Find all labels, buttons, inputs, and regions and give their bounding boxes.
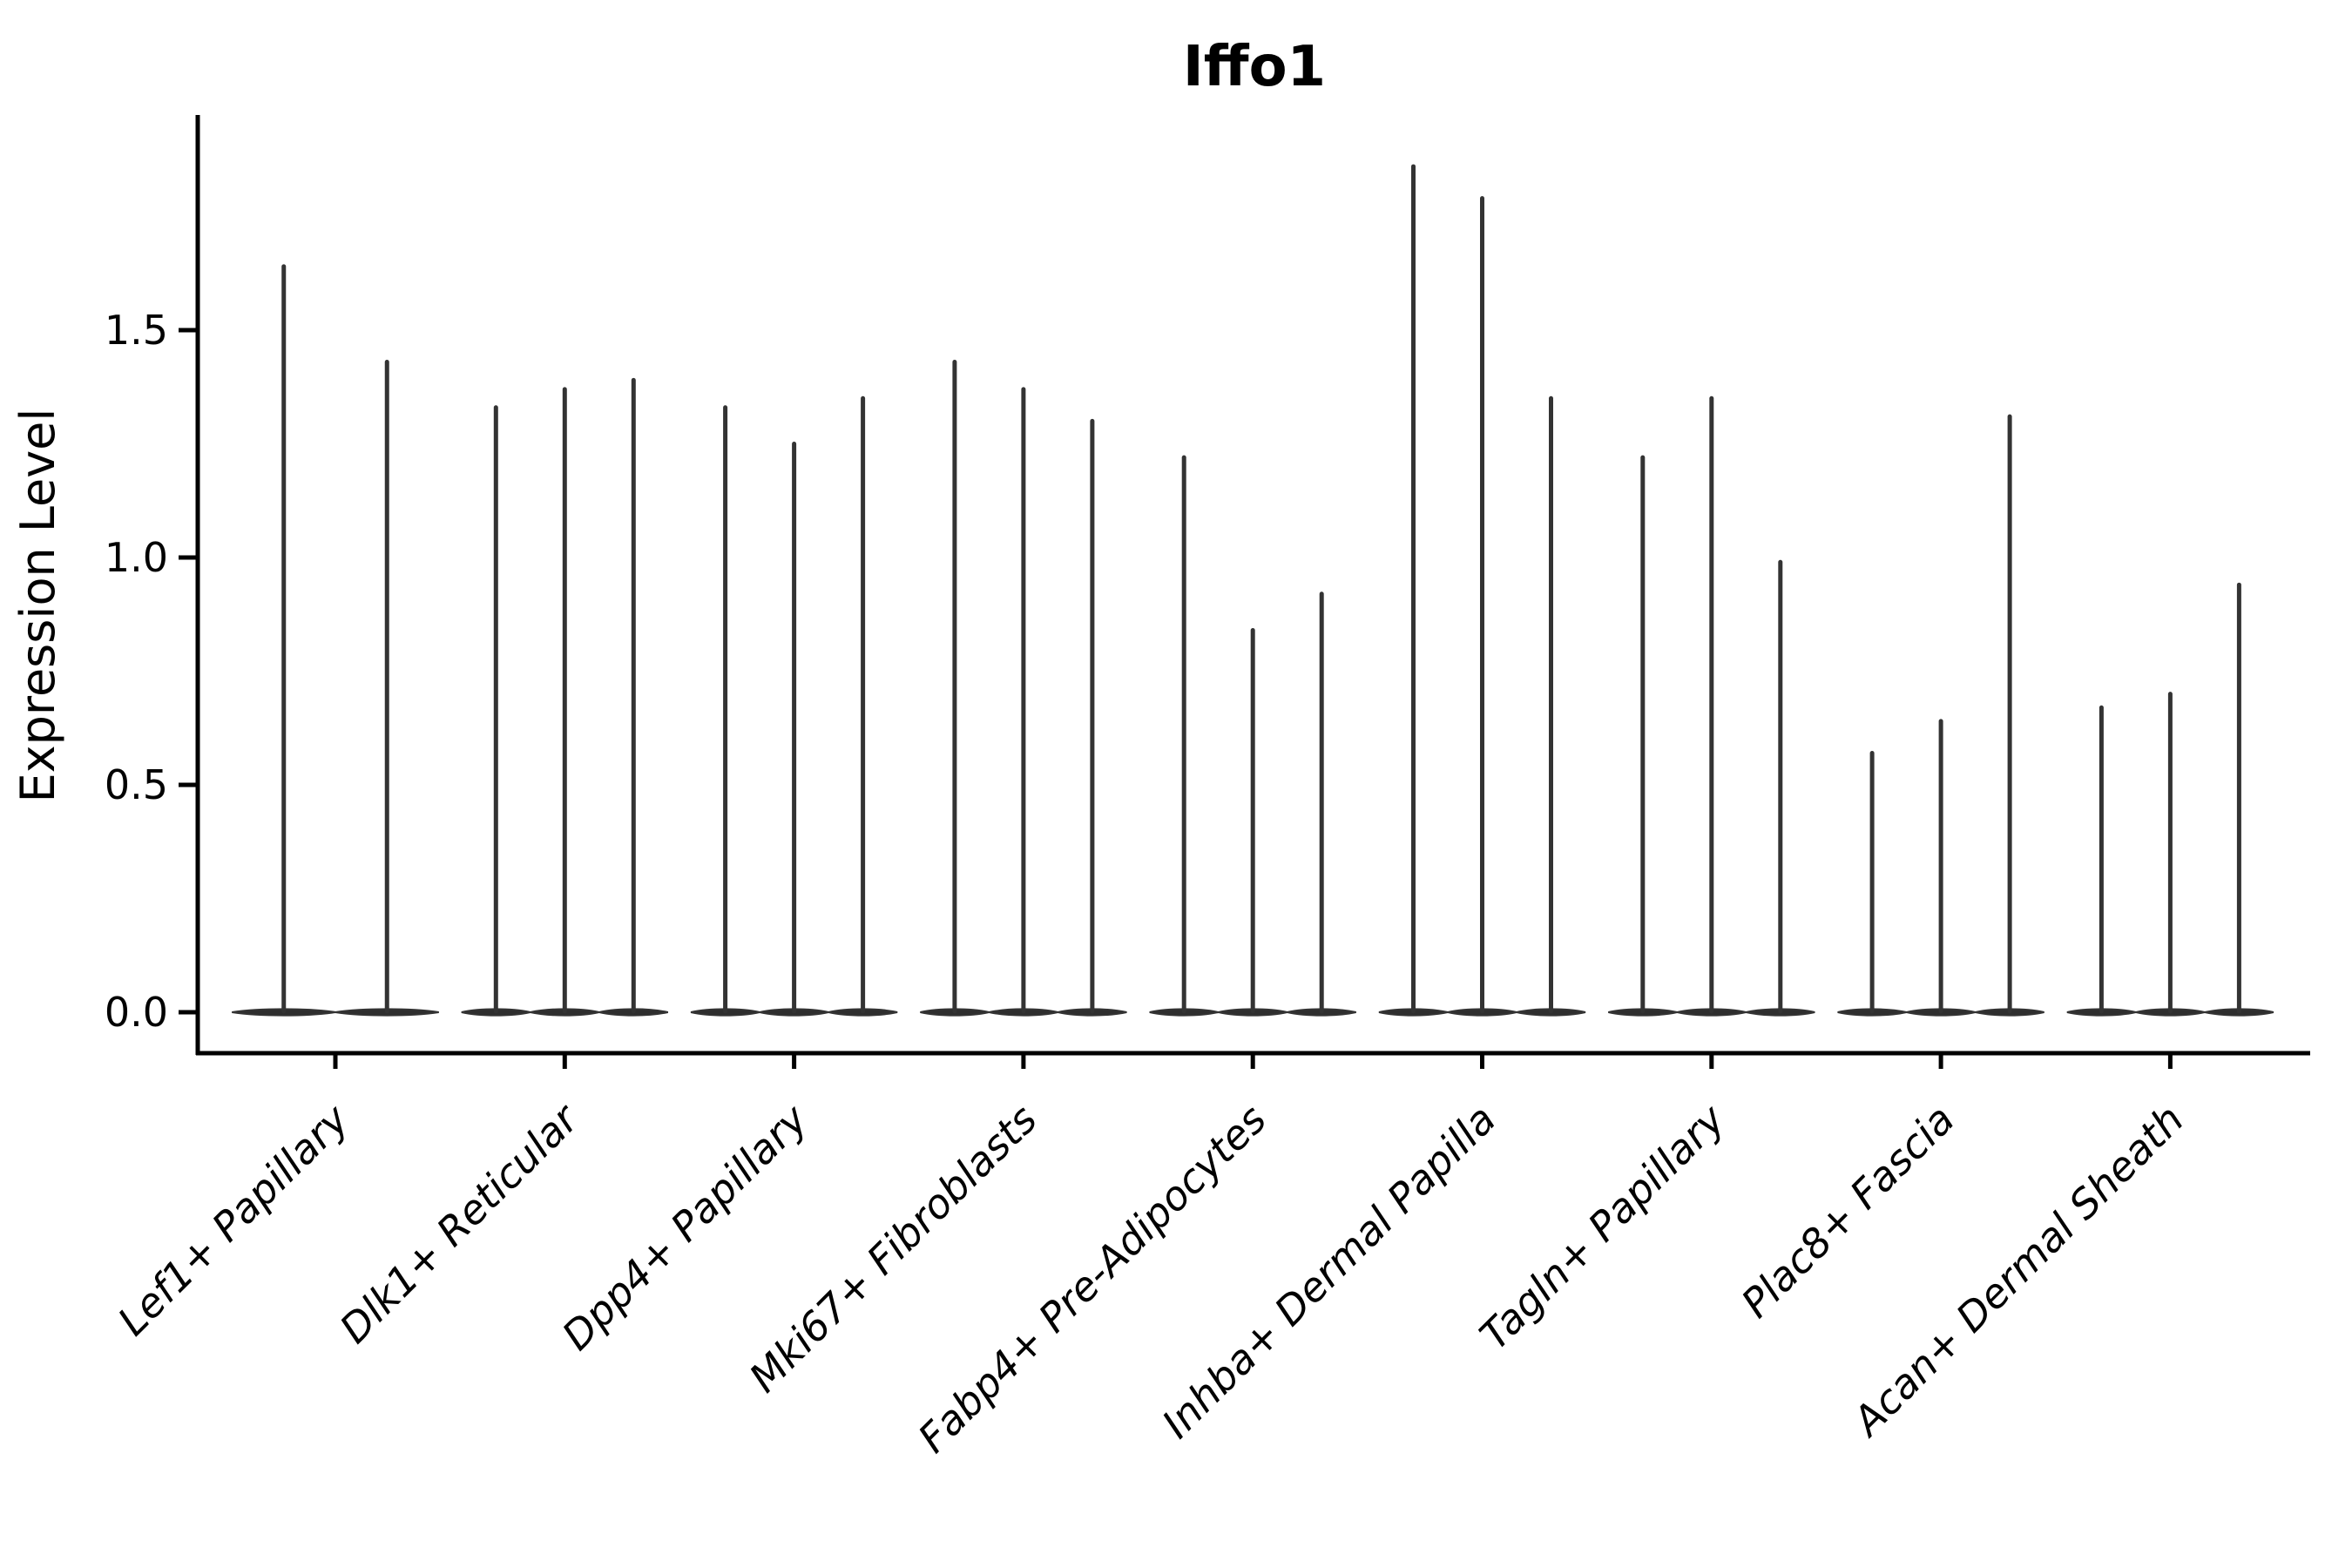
y-axis-title: Expression Level [10,409,65,803]
x-tick-label: Lef1+ Papillary [109,1095,358,1344]
chart-title: Iffo1 [1183,35,1326,99]
y-tick-label: 0.0 [105,989,168,1036]
y-tick-label: 0.5 [105,761,168,808]
x-tick-label: Dpp4+ Papillary [553,1095,817,1359]
x-tick-label: Tagln+ Papillary [1470,1095,1734,1359]
x-tick-label: Plac8+ Fascia [1732,1096,1963,1327]
y-tick-label: 1.0 [105,534,168,581]
violins-layer [232,164,2274,1017]
y-tick-label: 1.5 [105,307,168,354]
x-tick-label: Dlk1+ Reticular [330,1093,589,1352]
